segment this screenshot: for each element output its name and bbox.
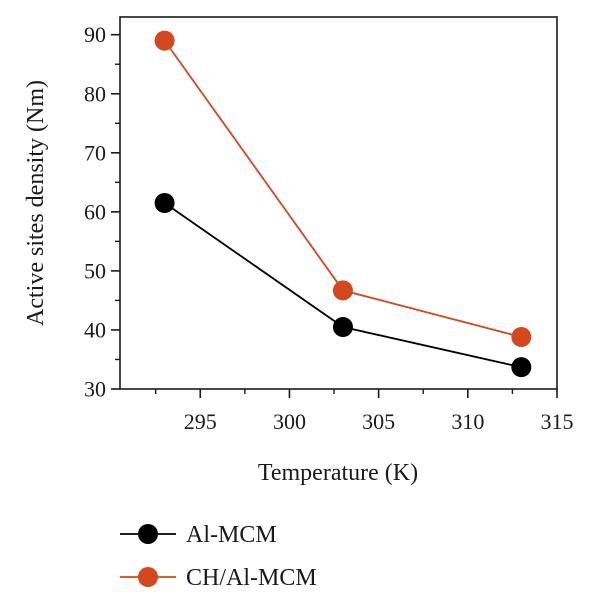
data-point bbox=[332, 280, 353, 301]
x-tick-label: 295 bbox=[184, 409, 217, 434]
data-point bbox=[332, 317, 353, 337]
series-layer bbox=[154, 30, 532, 378]
y-axis-title: Active sites density (Nm) bbox=[23, 80, 49, 326]
y-tick-label: 70 bbox=[84, 140, 106, 165]
legend-marker bbox=[138, 524, 158, 544]
x-tick-label: 300 bbox=[273, 409, 306, 434]
y-tick-label: 90 bbox=[84, 22, 106, 47]
legend-marker bbox=[138, 567, 158, 587]
y-tick-label: 50 bbox=[84, 258, 106, 283]
y-tick-label: 30 bbox=[84, 377, 106, 402]
series-ch-al-mcm bbox=[154, 30, 532, 348]
y-tick-label: 40 bbox=[84, 317, 106, 342]
x-tick-label: 310 bbox=[451, 409, 484, 434]
legend-label: CH/Al-MCM bbox=[186, 565, 317, 591]
x-axis-title: Temperature (K) bbox=[258, 460, 418, 486]
y-tick-label: 60 bbox=[84, 199, 106, 224]
data-point bbox=[154, 193, 175, 213]
x-tick-label: 305 bbox=[362, 409, 395, 434]
x-tick-label: 315 bbox=[541, 409, 574, 434]
legend-label: Al-MCM bbox=[186, 522, 277, 548]
data-point bbox=[511, 327, 532, 348]
data-point bbox=[511, 357, 532, 378]
data-point bbox=[154, 30, 175, 51]
y-tick-label: 80 bbox=[84, 81, 106, 106]
series-al-mcm bbox=[154, 193, 532, 378]
legend: Al-MCM CH/Al-MCM bbox=[120, 522, 317, 591]
plot-frame bbox=[119, 16, 558, 390]
axes: 30 40 50 60 70 80 90 295 300 305 310 315 bbox=[84, 22, 574, 434]
